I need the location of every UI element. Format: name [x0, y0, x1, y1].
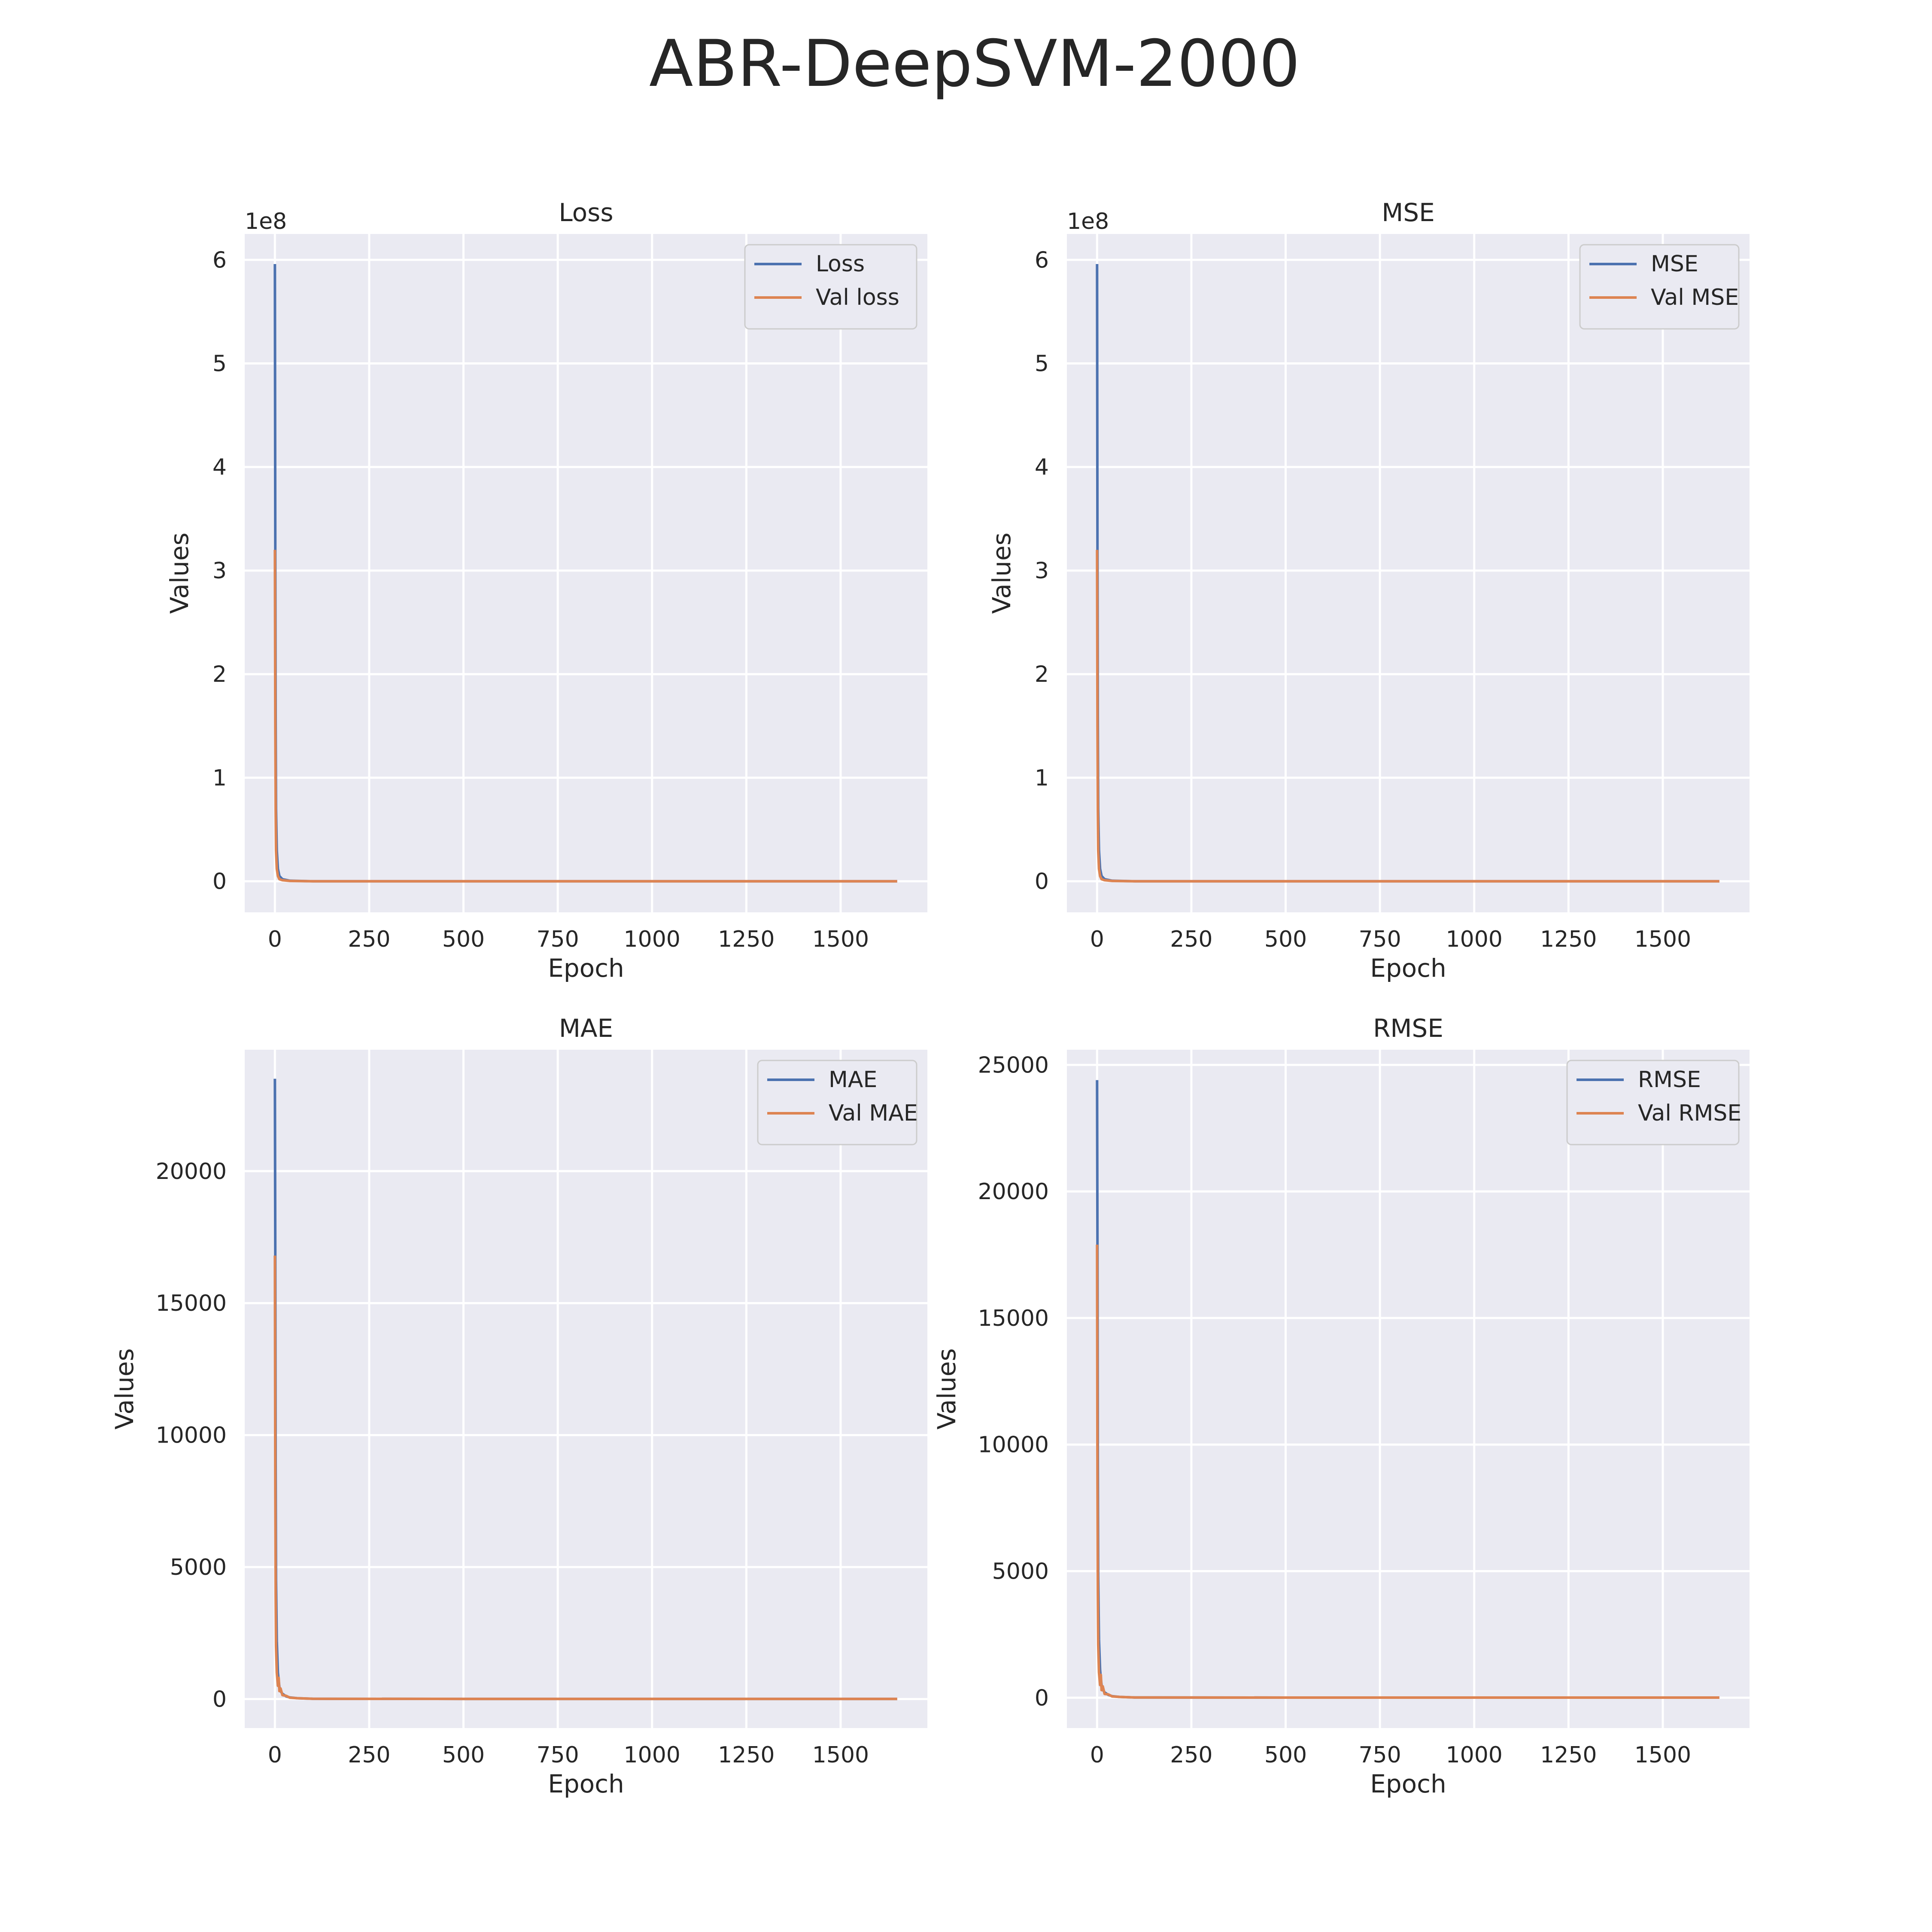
series-line-val-mae — [273, 1255, 897, 1701]
y-tick-label: 15000 — [978, 1306, 1049, 1331]
y-axis-label: Values — [165, 532, 194, 614]
y-tick-label: 0 — [213, 869, 227, 895]
x-tick-label: 750 — [536, 1742, 579, 1768]
y-tick-label: 6 — [213, 247, 227, 273]
x-tick-label: 1250 — [1540, 927, 1597, 952]
x-tick-label: 250 — [348, 1742, 390, 1768]
x-axis-label: Epoch — [1370, 954, 1446, 983]
x-tick-label: 1250 — [718, 1742, 775, 1768]
y-tick-label: 4 — [213, 455, 227, 480]
legend-box — [757, 1060, 917, 1145]
x-tick-label: 250 — [1170, 1742, 1212, 1768]
x-tick-label: 1000 — [624, 1742, 680, 1768]
x-tick-label: 0 — [1090, 927, 1104, 952]
x-tick-label: 750 — [536, 927, 579, 952]
y-tick-label: 1 — [1035, 765, 1049, 791]
x-tick-label: 1000 — [624, 927, 680, 952]
x-tick-label: 250 — [1170, 927, 1212, 952]
y-tick-label: 5000 — [992, 1558, 1049, 1584]
y-tick-label: 10000 — [156, 1423, 227, 1449]
y-tick-label: 2 — [1035, 662, 1049, 687]
figure-title: ABR-DeepSVM-2000 — [649, 27, 1300, 101]
y-offset-label: 1e8 — [245, 209, 287, 234]
plot-area — [245, 234, 927, 912]
legend: Loss Val loss — [744, 244, 917, 330]
x-axis-label: Epoch — [548, 1769, 624, 1798]
panel-title: RMSE — [1373, 1014, 1443, 1043]
plot-area — [245, 1050, 927, 1728]
x-tick-label: 1500 — [1634, 1742, 1691, 1768]
y-tick-label: 15000 — [156, 1291, 227, 1316]
series-line-val-rmse — [1096, 1244, 1719, 1699]
panel-title: MSE — [1382, 198, 1435, 227]
x-tick-label: 0 — [268, 1742, 282, 1768]
y-tick-label: 0 — [1035, 869, 1049, 895]
y-tick-label: 5 — [1035, 351, 1049, 377]
y-tick-label: 0 — [213, 1686, 227, 1712]
y-tick-label: 20000 — [978, 1179, 1049, 1205]
plot-area — [1067, 1050, 1750, 1728]
y-tick-label: 2 — [213, 662, 227, 687]
panel-title: Loss — [559, 198, 613, 227]
y-offset-label: 1e8 — [1067, 209, 1109, 234]
panel-loss: 0 250 500 750 1000 1250 1500 0 1 2 3 4 5 6 1e8 Loss Epoc… — [165, 198, 927, 983]
legend: MAE Val MAE — [757, 1060, 918, 1145]
y-axis-label: Values — [110, 1348, 139, 1430]
x-tick-label: 750 — [1358, 927, 1401, 952]
x-axis-label: Epoch — [548, 954, 624, 983]
x-tick-label: 1500 — [812, 927, 869, 952]
y-tick-label: 0 — [1035, 1685, 1049, 1711]
x-tick-label: 500 — [442, 1742, 485, 1768]
x-tick-label: 750 — [1358, 1742, 1401, 1768]
x-tick-label: 1500 — [812, 1742, 869, 1768]
y-tick-label: 5000 — [170, 1555, 227, 1580]
x-tick-label: 0 — [1090, 1742, 1104, 1768]
legend-box — [744, 244, 917, 330]
legend-label: Loss — [816, 251, 865, 277]
x-axis-label: Epoch — [1370, 1769, 1446, 1798]
legend-label: MAE — [829, 1067, 877, 1093]
y-axis-label: Values — [932, 1348, 961, 1430]
series-line-val-mse — [1096, 550, 1719, 883]
y-tick-label: 5 — [213, 351, 227, 377]
legend-label: MSE — [1651, 251, 1698, 277]
x-tick-label: 500 — [1264, 927, 1307, 952]
x-tick-label: 1000 — [1446, 927, 1503, 952]
x-tick-label: 1000 — [1446, 1742, 1503, 1768]
panel-title: MAE — [559, 1014, 613, 1043]
y-tick-label: 6 — [1035, 247, 1049, 273]
y-tick-label: 1 — [213, 765, 227, 791]
y-axis-label: Values — [987, 532, 1016, 614]
series-line-val-loss — [273, 550, 897, 883]
legend: RMSE Val RMSE — [1566, 1060, 1741, 1145]
legend-box — [1566, 1060, 1740, 1145]
legend-box — [1579, 244, 1740, 330]
panel-mae: 0 250 500 750 1000 1250 1500050001000015000200… — [110, 1014, 927, 1798]
x-tick-label: 500 — [442, 927, 485, 952]
panel-rmse: 0 250 500 750 1000 1250 1500050001000015000200… — [932, 1014, 1750, 1798]
y-tick-label: 10000 — [978, 1432, 1049, 1458]
y-tick-label: 3 — [1035, 558, 1049, 584]
panel-mse: 0 250 500 750 1000 1250 1500 0 1 2 3 4 5 6 1e8 MSE Epoch… — [987, 198, 1750, 983]
legend-label: Val MAE — [829, 1100, 918, 1126]
y-tick-label: 3 — [213, 558, 227, 584]
legend-label: RMSE — [1638, 1067, 1701, 1093]
x-tick-label: 1500 — [1634, 927, 1691, 952]
y-tick-label: 20000 — [156, 1159, 227, 1185]
legend-label: Val RMSE — [1638, 1100, 1741, 1126]
y-tick-label: 25000 — [978, 1052, 1049, 1078]
legend-label: Val MSE — [1651, 285, 1739, 310]
y-tick-label: 4 — [1035, 455, 1049, 480]
x-tick-label: 1250 — [718, 927, 775, 952]
x-tick-label: 500 — [1264, 1742, 1307, 1768]
legend-label: Val loss — [816, 285, 899, 310]
x-tick-label: 1250 — [1540, 1742, 1597, 1768]
legend: MSE Val MSE — [1579, 244, 1740, 330]
x-tick-label: 0 — [268, 927, 282, 952]
plot-area — [1067, 234, 1750, 912]
x-tick-label: 250 — [348, 927, 390, 952]
